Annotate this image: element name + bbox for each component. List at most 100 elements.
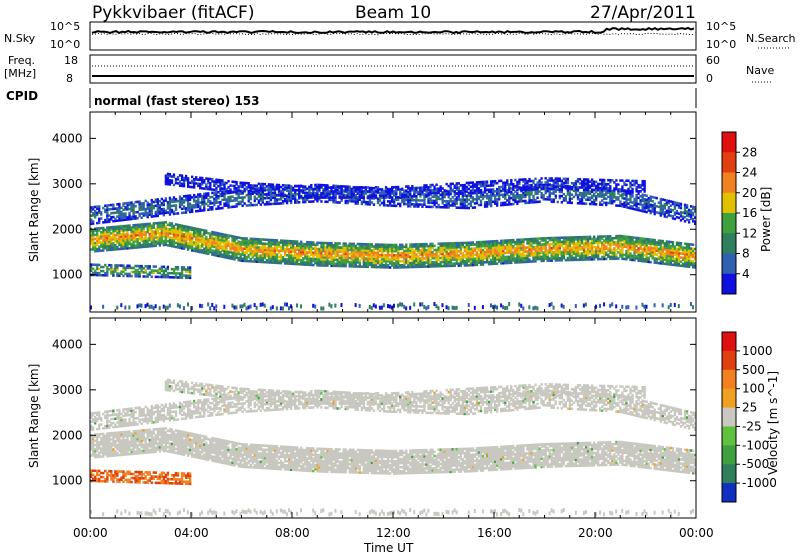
power-cell <box>455 250 458 253</box>
power-cell <box>463 204 467 208</box>
power-cell <box>156 275 159 279</box>
power-cell <box>350 250 353 254</box>
power-cell <box>118 229 121 232</box>
power-cell <box>96 221 99 225</box>
power-cell <box>308 190 311 193</box>
power-cell <box>134 215 137 218</box>
power-cell <box>566 242 570 245</box>
power-cell <box>471 249 475 253</box>
power-cell <box>273 261 277 265</box>
power-cell <box>251 243 254 247</box>
power-cell <box>114 227 117 231</box>
power-cell <box>437 306 440 311</box>
power-cell <box>413 243 416 246</box>
power-cell <box>201 199 204 202</box>
power-cell <box>534 241 537 245</box>
power-cell <box>199 248 202 252</box>
power-cell <box>207 250 210 253</box>
power-cell <box>104 230 107 234</box>
power-cell <box>138 243 141 247</box>
power-cell <box>419 259 422 262</box>
power-cell <box>134 264 137 268</box>
power-cell <box>193 195 196 199</box>
power-cell <box>496 191 499 195</box>
power-cell <box>225 235 228 239</box>
power-cell <box>348 260 351 264</box>
power-cell <box>114 270 117 273</box>
power-cell <box>354 194 357 197</box>
power-cell <box>201 196 204 200</box>
power-cell <box>142 201 145 205</box>
power-cell <box>342 258 345 262</box>
power-cell <box>217 244 220 247</box>
power-cell <box>241 183 244 187</box>
power-cell <box>193 184 196 187</box>
power-cell <box>346 186 349 189</box>
power-cell <box>310 247 313 250</box>
power-cell <box>479 201 483 205</box>
power-cell <box>324 192 327 195</box>
power-cell <box>449 250 452 253</box>
power-cell <box>540 245 543 248</box>
power-cell <box>92 263 95 266</box>
power-cell <box>217 248 220 252</box>
power-cell <box>166 227 170 231</box>
power-cell <box>358 259 361 262</box>
power-cell <box>134 236 137 239</box>
power-cell <box>552 246 555 250</box>
power-cell <box>405 255 408 259</box>
power-cell <box>376 186 380 189</box>
power-cell <box>116 274 119 277</box>
power-cell <box>516 259 519 262</box>
power-cell <box>304 261 307 264</box>
power-cell <box>378 191 382 194</box>
power-cell <box>506 261 509 265</box>
power-cell <box>300 190 303 194</box>
power-cell <box>457 188 460 191</box>
power-cell <box>483 250 487 254</box>
power-cell <box>485 244 489 248</box>
power-cell <box>393 204 396 208</box>
power-cell <box>322 245 325 249</box>
power-cell <box>191 232 194 236</box>
power-cell <box>496 262 499 265</box>
power-cell <box>437 262 440 266</box>
power-cell <box>485 260 489 264</box>
power-cell <box>419 195 422 198</box>
power-cell <box>435 201 438 205</box>
power-cell <box>364 261 368 264</box>
power-cell <box>477 257 481 260</box>
power-cell <box>465 185 469 189</box>
power-cell <box>407 265 410 269</box>
power-cell <box>362 244 366 248</box>
power-cell <box>469 194 473 197</box>
power-cell <box>411 259 414 263</box>
power-cell <box>489 204 493 208</box>
power-cell <box>350 256 353 260</box>
power-cell <box>326 258 329 261</box>
power-cell <box>328 262 331 265</box>
power-cell <box>227 236 230 239</box>
power-cell <box>530 248 533 251</box>
power-cell <box>251 192 254 195</box>
power-cell <box>542 251 545 254</box>
power-cell <box>376 255 380 259</box>
power-cell <box>130 207 133 211</box>
power-cell <box>496 187 499 191</box>
power-cell <box>132 215 135 218</box>
power-cell <box>407 187 410 190</box>
power-cell <box>186 204 190 208</box>
power-cell <box>388 202 392 205</box>
power-cell <box>100 245 103 248</box>
power-cell <box>532 245 535 249</box>
power-cell <box>413 253 416 256</box>
power-cell <box>316 257 319 261</box>
power-cell <box>403 245 406 249</box>
power-cell <box>524 238 527 241</box>
power-cell <box>134 229 137 233</box>
power-cell <box>312 194 315 197</box>
power-cell <box>156 223 159 227</box>
power-cell <box>180 274 184 277</box>
power-cell <box>174 265 178 269</box>
power-cell <box>225 202 228 205</box>
